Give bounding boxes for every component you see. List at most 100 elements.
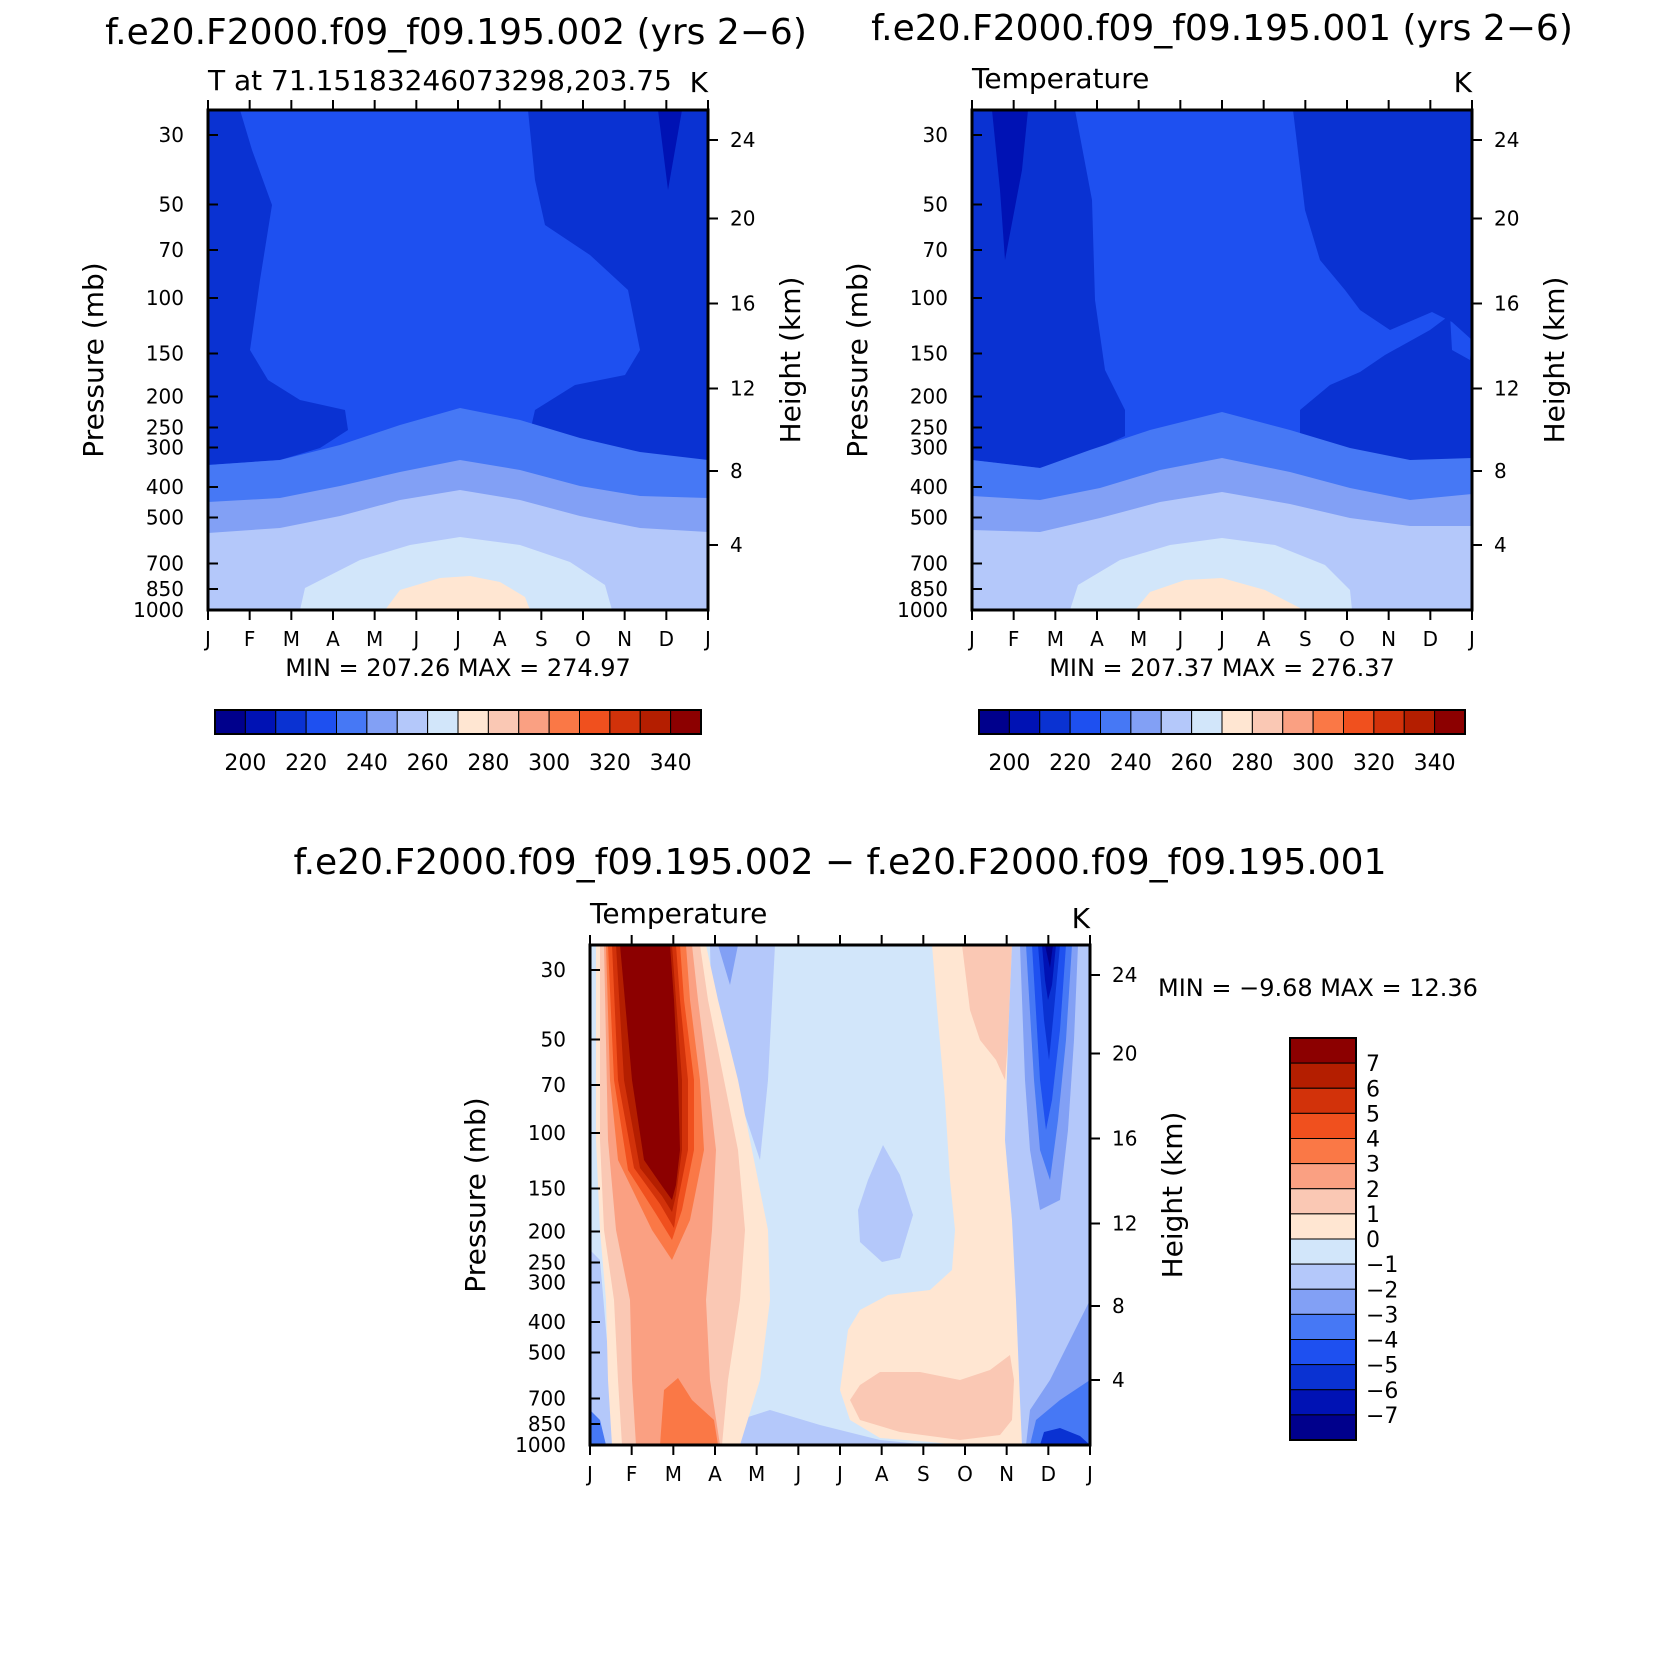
colorbar-swatch <box>1289 1414 1357 1441</box>
y2-tick-label: 8 <box>1112 1294 1125 1318</box>
y-tick-label: 30 <box>159 123 184 147</box>
colorbar-label: 2 <box>1366 1178 1380 1203</box>
colorbar-label: −6 <box>1366 1379 1398 1404</box>
y-tick-label: 850 <box>910 577 948 601</box>
y-tick-label: 150 <box>146 342 184 366</box>
contour-fill <box>718 945 738 985</box>
x-tick-label: J <box>703 627 711 651</box>
y2-tick-label: 4 <box>730 533 743 557</box>
contour-fill <box>528 110 708 470</box>
panel-3-minmax: MIN = −9.68 MAX = 12.36 <box>1158 974 1478 1002</box>
contour-fill <box>1045 945 1053 968</box>
y-tick-label: 100 <box>146 286 184 310</box>
panel-1-subtitle: T at 71.15183246073298,203.75 <box>207 64 672 97</box>
y2-tick-label: 12 <box>1112 1212 1137 1236</box>
colorbar-swatch <box>1403 709 1436 735</box>
colorbar-frame <box>1289 1037 1357 1441</box>
colorbar-label: 240 <box>1110 751 1152 776</box>
colorbar-swatch <box>1251 709 1284 735</box>
y-tick-label: 400 <box>146 475 184 499</box>
y-tick-label: 400 <box>528 1310 566 1334</box>
contour-fill <box>658 110 682 190</box>
contour-fill <box>660 1378 718 1445</box>
x-tick-label: S <box>917 1462 930 1486</box>
colorbar-swatch <box>1289 1062 1357 1089</box>
x-tick-label: D <box>1041 1462 1056 1486</box>
y2-axis-label: Height (km) <box>774 277 807 444</box>
y-tick-label: 30 <box>541 958 566 982</box>
colorbar-swatch <box>396 709 429 735</box>
colorbar-swatch <box>1289 1037 1357 1064</box>
x-tick-label: A <box>1257 627 1271 651</box>
x-tick-label: J <box>1085 1462 1093 1486</box>
contour-fill <box>992 110 1028 260</box>
colorbar-swatch <box>1289 1188 1357 1215</box>
panel-3-contours <box>590 945 1090 1445</box>
y2-tick-label: 24 <box>730 128 755 152</box>
colorbar-swatch <box>1289 1112 1357 1139</box>
x-tick-label: F <box>626 1462 638 1486</box>
colorbar-label: 200 <box>988 751 1030 776</box>
colorbar-swatch <box>1130 709 1162 735</box>
contour-fill <box>850 1355 1014 1440</box>
colorbar-label: 340 <box>650 751 692 776</box>
y-tick-label: 70 <box>541 1073 566 1097</box>
colorbar-label: 260 <box>1171 751 1213 776</box>
y-tick-label: 300 <box>910 436 948 460</box>
y2-tick-label: 24 <box>1112 963 1137 987</box>
colorbar-swatch <box>1289 1288 1357 1315</box>
colorbar-swatch <box>1289 1238 1357 1265</box>
x-tick-label: J <box>585 1462 593 1486</box>
colorbar-swatch <box>487 709 520 735</box>
colorbar-swatch <box>1008 709 1041 735</box>
x-tick-label: J <box>453 627 461 651</box>
x-tick-label: J <box>411 627 419 651</box>
panel-2: f.e20.F2000.f09_f09.195.001 (yrs 2−6) Te… <box>841 8 1573 776</box>
panel-2-contours <box>972 110 1472 610</box>
colorbar-swatch <box>1289 1087 1357 1114</box>
contour-fill <box>208 110 348 465</box>
x-tick-label: M <box>665 1462 682 1486</box>
x-tick-label: D <box>659 627 674 651</box>
colorbar-label: 1 <box>1366 1203 1380 1228</box>
colorbar-label: 280 <box>467 751 509 776</box>
x-tick-label: J <box>1217 627 1225 651</box>
y-tick-label: 500 <box>146 506 184 530</box>
y-tick-label: 70 <box>923 238 948 262</box>
y2-tick-label: 20 <box>1494 207 1519 231</box>
colorbar-swatch <box>1289 1163 1357 1190</box>
colorbar-swatch <box>639 709 672 735</box>
x-tick-label: M <box>1130 627 1147 651</box>
panel-3-subtitle: Temperature <box>589 897 767 930</box>
y-tick-label: 100 <box>528 1121 566 1145</box>
colorbar-label: 5 <box>1366 1102 1380 1127</box>
y2-tick-label: 20 <box>730 207 755 231</box>
y-tick-label: 70 <box>159 238 184 262</box>
x-tick-label: N <box>617 627 632 651</box>
colorbar-swatch <box>1434 709 1466 735</box>
y-axis-label: Pressure (mb) <box>459 1097 492 1292</box>
x-tick-label: A <box>326 627 340 651</box>
y-tick-label: 300 <box>528 1271 566 1295</box>
y-tick-label: 150 <box>528 1177 566 1201</box>
colorbar-frame <box>978 709 1466 735</box>
colorbar-swatch <box>609 709 641 735</box>
colorbar-swatch <box>457 709 489 735</box>
y-tick-label: 200 <box>910 385 948 409</box>
x-tick-label: J <box>1467 627 1475 651</box>
colorbar-swatch <box>579 709 611 735</box>
panel-3: f.e20.F2000.f09_f09.195.002 − f.e20.F200… <box>294 842 1478 1486</box>
colorbar-swatch <box>1289 1138 1357 1165</box>
panel-3-units: K <box>1072 902 1091 935</box>
panel-2-title: f.e20.F2000.f09_f09.195.001 (yrs 2−6) <box>871 8 1573 49</box>
y-axis-label: Pressure (mb) <box>77 262 110 457</box>
colorbar-swatch <box>305 709 337 735</box>
colorbar-label: 220 <box>1049 751 1091 776</box>
x-tick-label: A <box>1090 627 1104 651</box>
y-tick-label: 1000 <box>897 598 948 622</box>
panel-2-units: K <box>1454 66 1473 99</box>
contour-fill <box>1135 578 1300 610</box>
x-tick-label: M <box>748 1462 765 1486</box>
